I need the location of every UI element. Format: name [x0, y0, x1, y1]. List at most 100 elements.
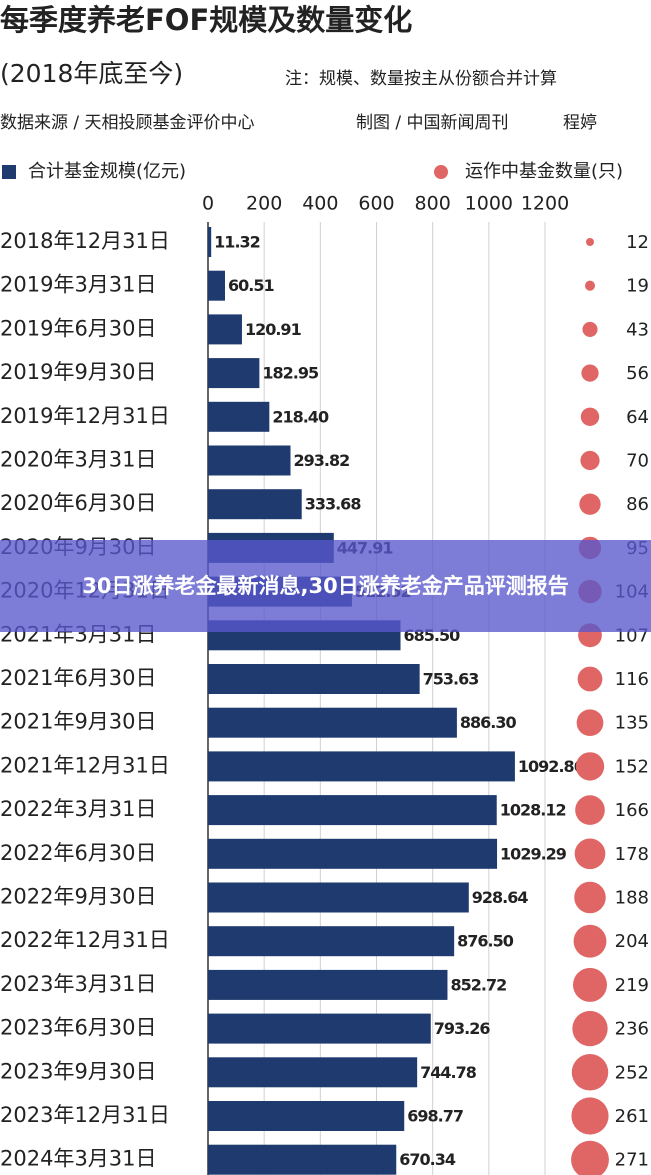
count-label: 70 [626, 451, 649, 472]
count-label: 135 [615, 713, 649, 734]
y-tick-label: 2020年3月31日 [0, 448, 157, 472]
bar-value-label: 876.50 [457, 932, 514, 951]
bar [208, 1144, 397, 1175]
bar [208, 1057, 418, 1088]
count-label: 116 [615, 669, 649, 690]
count-bubble [582, 321, 598, 337]
bar-value-label: 670.34 [399, 1150, 456, 1169]
x-tick-label: 600 [358, 193, 394, 215]
bar [208, 445, 291, 476]
count-label: 204 [615, 931, 649, 952]
y-tick-label: 2023年3月31日 [0, 972, 157, 996]
legend-swatch [434, 165, 448, 179]
bar-value-label: 1028.12 [500, 801, 566, 820]
bar [208, 707, 457, 738]
bar-value-label: 218.40 [272, 407, 329, 426]
bar [208, 358, 260, 389]
bar-value-label: 60.51 [228, 276, 274, 295]
x-tick-label: 400 [302, 193, 338, 215]
legend-label: 运作中基金数量(只) [465, 161, 623, 182]
banner[interactable]: 30日涨养老金最新消息,30日涨养老金产品评测报告 [0, 540, 651, 632]
bar-value-label: 1092.86 [518, 757, 585, 776]
count-label: 261 [615, 1106, 649, 1127]
bar-value-label: 928.64 [472, 888, 529, 907]
y-tick-label: 2019年3月31日 [0, 273, 157, 297]
y-tick-label: 2020年6月30日 [0, 491, 157, 515]
count-label: 271 [615, 1150, 649, 1171]
bar [208, 664, 420, 694]
count-label: 19 [626, 276, 649, 297]
bar-value-label: 333.68 [305, 495, 362, 514]
y-tick-label: 2023年9月30日 [0, 1059, 157, 1083]
y-tick-label: 2021年6月30日 [0, 666, 157, 690]
count-label: 178 [615, 844, 649, 865]
bar [208, 314, 242, 345]
count-label: 166 [615, 800, 649, 821]
bar [208, 751, 515, 782]
count-bubble [574, 881, 606, 914]
count-bubble [574, 838, 606, 870]
count-label: 56 [626, 363, 649, 384]
count-label: 252 [615, 1062, 649, 1083]
legend-label: 合计基金规模(亿元) [28, 161, 186, 182]
y-tick-label: 2019年9月30日 [0, 360, 157, 384]
bar-value-label: 698.77 [407, 1107, 463, 1126]
count-label: 236 [615, 1019, 649, 1040]
y-tick-label: 2022年12月31日 [0, 928, 170, 952]
bar-value-label: 886.30 [460, 713, 517, 732]
bar [208, 969, 448, 1000]
legend-swatch [2, 165, 16, 179]
credit: 制图 / 中国新闻周刊 [356, 113, 509, 133]
x-tick-label: 1000 [465, 193, 513, 215]
y-tick-label: 2018年12月31日 [0, 229, 170, 253]
count-bubble [579, 493, 601, 515]
count-label: 12 [626, 232, 649, 253]
bar [208, 401, 270, 432]
count-label: 188 [615, 888, 649, 909]
bar-value-label: 852.72 [450, 975, 506, 994]
y-tick-label: 2019年12月31日 [0, 404, 170, 428]
count-bubble [572, 1010, 608, 1047]
x-tick-label: 0 [202, 193, 214, 215]
count-bubble [576, 709, 604, 737]
bar-value-label: 1029.29 [500, 844, 567, 863]
count-label: 152 [615, 756, 649, 777]
y-tick-label: 2022年9月30日 [0, 885, 157, 909]
bar [208, 838, 498, 869]
y-tick-label: 2022年3月31日 [0, 797, 157, 821]
count-bubble [581, 364, 599, 382]
note: 注：规模、数量按主从份额合并计算 [285, 69, 557, 89]
count-bubble [580, 450, 600, 471]
bar-value-label: 753.63 [423, 670, 479, 689]
count-bubble [586, 238, 594, 246]
count-label: 43 [626, 319, 649, 340]
bar [208, 270, 225, 301]
author: 程婷 [563, 113, 597, 133]
y-tick-label: 2024年3月31日 [0, 1147, 157, 1171]
count-bubble [575, 752, 605, 781]
x-tick-label: 200 [246, 193, 282, 215]
count-bubble [573, 924, 607, 958]
count-bubble [572, 967, 608, 1002]
count-bubble [571, 1097, 609, 1135]
bar-value-label: 11.32 [214, 233, 260, 252]
count-label: 64 [626, 407, 649, 428]
bar [208, 926, 455, 957]
bar-value-label: 744.78 [420, 1063, 477, 1082]
bar-value-label: 793.26 [434, 1019, 491, 1038]
bar-value-label: 120.91 [245, 320, 302, 339]
count-bubble [580, 407, 600, 426]
title: 每季度养老FOF规模及数量变化 [0, 3, 412, 37]
bar-value-label: 293.82 [294, 451, 350, 470]
count-label: 86 [626, 494, 649, 515]
source: 数据来源 / 天相投顾基金评价中心 [0, 113, 255, 133]
bar [208, 1013, 431, 1044]
y-tick-label: 2023年6月30日 [0, 1016, 157, 1040]
y-tick-label: 2021年12月31日 [0, 753, 170, 777]
y-tick-label: 2019年6月30日 [0, 316, 157, 340]
count-bubble [577, 666, 603, 692]
bar [208, 795, 497, 826]
x-tick-label: 1200 [521, 193, 569, 215]
y-tick-label: 2021年9月30日 [0, 710, 157, 734]
subtitle: (2018年底至今) [0, 59, 183, 88]
